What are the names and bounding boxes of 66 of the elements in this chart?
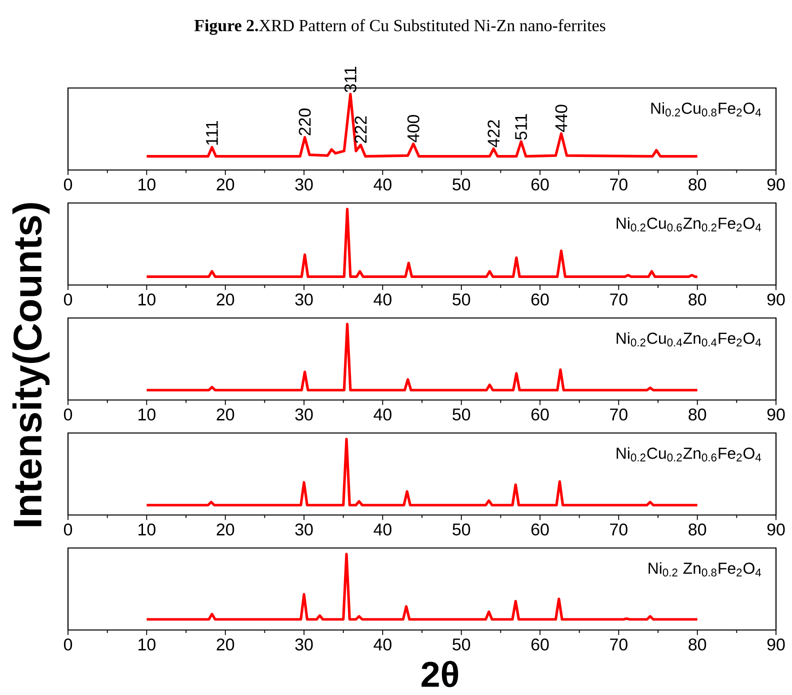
x-tick-label: 60 [531, 638, 549, 650]
text: Ni$_{0.2}$Cu$_{0.8}$Fe$_{2}$O$_{4}$ [651, 102, 762, 116]
x-tick-label: 70 [610, 524, 628, 536]
x-tick-label: 60 [531, 178, 549, 190]
x-tick-label: 80 [688, 178, 706, 190]
annotation: 111 [206, 121, 218, 145]
text: Ni$_{0.2}$Cu$_{0.4}$Zn$_{0.4}$Fe$_{2}$O$_{4}$ [616, 332, 762, 346]
x-tick-label: 10 [138, 408, 156, 420]
x-axis-title: 2θ [422, 660, 458, 688]
x-tick-label: 40 [374, 524, 392, 536]
x-tick-label: 20 [216, 408, 234, 420]
x-tick-label: 30 [295, 638, 313, 650]
x-tick-label: 0 [64, 638, 72, 650]
x-tick-label: 70 [610, 638, 628, 650]
x-tick-label: 50 [452, 294, 470, 306]
annotation: 440 [555, 104, 568, 132]
x-tick-label: 30 [295, 408, 313, 420]
x-tick-label: 40 [374, 294, 392, 306]
text: Ni$_{0.2}$Cu$_{0.2}$Zn$_{0.6}$Fe$_{2}$O$_{4}$ [616, 447, 762, 462]
x-tick-label: 0 [64, 408, 72, 420]
x-tick-label: 10 [138, 294, 156, 306]
x-tick-label: 10 [138, 178, 156, 190]
x-tick-label: 20 [216, 524, 234, 536]
x-tick-label: 30 [295, 178, 313, 190]
chart-title: Figure 2.XRD Pattern of Cu Substituted Ni-Zn nano-ferrites [194, 19, 606, 35]
x-tick-label: 50 [452, 524, 470, 536]
x-tick-label: 90 [767, 638, 785, 650]
x-tick-label: 90 [767, 294, 785, 306]
x-tick-label: 0 [64, 178, 72, 190]
x-tick-label: 0 [64, 294, 72, 306]
x-tick-label: 50 [452, 408, 470, 420]
annotation: 222 [354, 116, 367, 143]
y-axis-title: Intensity(Counts) [12, 203, 50, 526]
annotation: 311 [344, 66, 356, 92]
text: Ni$_{0.2}$ Zn$_{0.8}$Fe$_{2}$O$_{4}$ [648, 562, 762, 576]
x-tick-label: 50 [452, 178, 470, 190]
x-tick-label: 90 [767, 408, 785, 420]
annotation: 422 [488, 120, 500, 148]
x-tick-label: 30 [295, 524, 313, 536]
annotation: 220 [298, 108, 311, 136]
x-tick-label: 50 [452, 638, 470, 650]
x-tick-label: 0 [64, 524, 72, 536]
x-tick-label: 80 [688, 524, 706, 536]
x-tick-label: 20 [216, 638, 234, 650]
x-tick-label: 40 [374, 178, 392, 190]
x-tick-label: 80 [688, 408, 706, 420]
x-tick-label: 90 [767, 178, 785, 190]
x-tick-label: 80 [688, 638, 706, 650]
x-tick-label: 20 [216, 294, 234, 306]
text: Ni$_{0.2}$Cu$_{0.6}$Zn$_{0.2}$Fe$_{2}$O$_{4}$ [616, 217, 762, 232]
annotation: 511 [515, 114, 528, 140]
x-tick-label: 70 [610, 178, 628, 190]
x-tick-label: 60 [531, 408, 549, 420]
x-tick-label: 70 [610, 294, 628, 306]
x-tick-label: 30 [295, 294, 313, 306]
x-tick-label: 70 [610, 408, 628, 420]
x-tick-label: 10 [138, 524, 156, 536]
annotation: 400 [407, 115, 420, 142]
x-tick-label: 10 [138, 638, 156, 650]
x-tick-label: 20 [216, 178, 234, 190]
x-tick-label: 90 [767, 524, 785, 536]
x-tick-label: 40 [374, 638, 392, 650]
x-tick-label: 60 [531, 524, 549, 536]
x-tick-label: 60 [531, 294, 549, 306]
x-tick-label: 40 [374, 408, 392, 420]
x-tick-label: 80 [688, 294, 706, 306]
